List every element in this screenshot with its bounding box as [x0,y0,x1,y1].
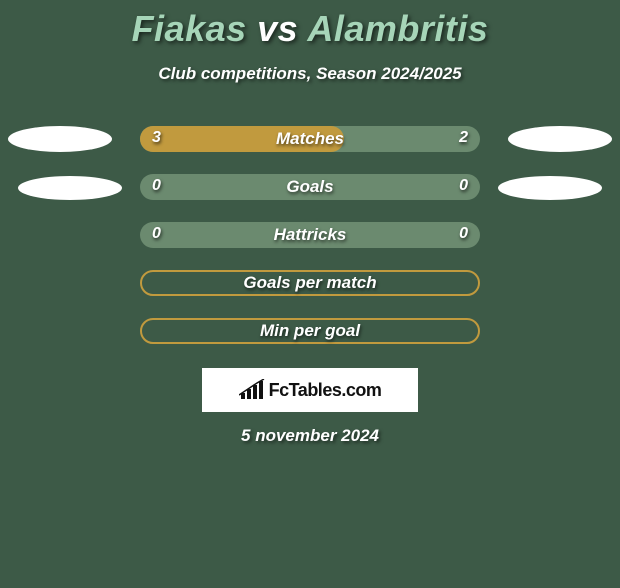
title: Fiakas vs Alambritis [0,8,620,50]
right-value: 2 [459,129,468,147]
stat-label: Goals per match [243,273,376,293]
subtitle: Club competitions, Season 2024/2025 [0,64,620,84]
stat-bar: Min per goal [140,318,480,344]
stat-row: 0 0 Hattricks [0,222,620,248]
side-badge-left [18,176,122,200]
left-value: 0 [152,225,161,243]
side-badge-right [498,176,602,200]
left-value: 3 [152,129,161,147]
logo-box: FcTables.com [202,368,418,412]
stat-row: Goals per match [0,270,620,296]
stat-label: Min per goal [260,321,360,341]
stat-bar: 0 0 Goals [140,174,480,200]
stat-bar: Goals per match [140,270,480,296]
stat-bar: 3 2 Matches [140,126,480,152]
stat-label: Goals [286,177,333,197]
stat-label: Matches [276,129,344,149]
stat-rows: 3 2 Matches 0 0 Goals 0 0 Hattricks Goals per mat… [0,126,620,344]
vs-text: vs [257,8,298,49]
right-value: 0 [459,177,468,195]
stat-bar: 0 0 Hattricks [140,222,480,248]
logo-text: FcTables.com [269,380,382,401]
left-value: 0 [152,177,161,195]
bar-chart-icon [239,379,265,401]
stat-label: Hattricks [274,225,347,245]
side-badge-left [8,126,112,152]
right-value: 0 [459,225,468,243]
stat-row: 3 2 Matches [0,126,620,152]
date: 5 november 2024 [0,426,620,446]
player2-name: Alambritis [307,8,488,49]
stat-row: Min per goal [0,318,620,344]
side-badge-right [508,126,612,152]
stat-row: 0 0 Goals [0,174,620,200]
player1-name: Fiakas [132,8,247,49]
